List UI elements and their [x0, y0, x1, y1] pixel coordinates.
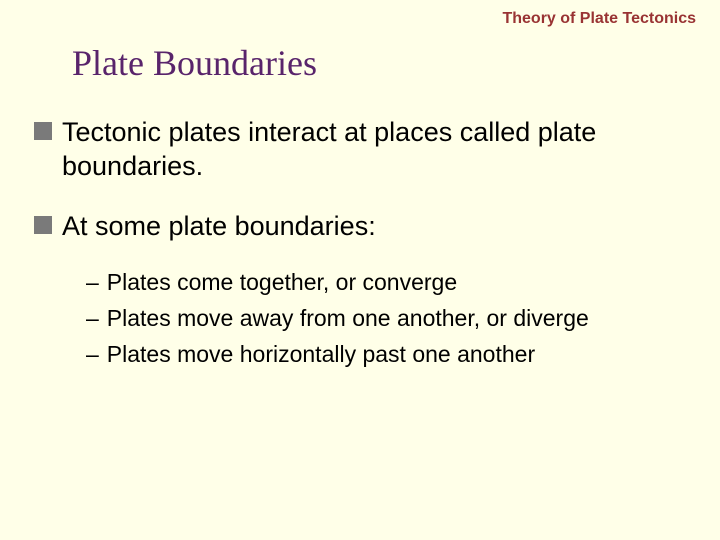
- sub-bullet-item: – Plates move horizontally past one anot…: [86, 337, 690, 373]
- square-bullet-icon: [34, 216, 52, 234]
- slide-title: Plate Boundaries: [72, 42, 317, 84]
- sub-bullet-text: Plates move horizontally past one anothe…: [107, 337, 535, 373]
- dash-bullet-icon: –: [86, 301, 99, 337]
- sub-bullet-item: – Plates come together, or converge: [86, 265, 690, 301]
- slide-content: Tectonic plates interact at places calle…: [34, 116, 690, 372]
- bullet-item: Tectonic plates interact at places calle…: [34, 116, 690, 184]
- dash-bullet-icon: –: [86, 337, 99, 373]
- sub-bullet-item: – Plates move away from one another, or …: [86, 301, 690, 337]
- sub-bullet-text: Plates move away from one another, or di…: [107, 301, 589, 337]
- slide-header: Theory of Plate Tectonics: [502, 10, 696, 28]
- sub-bullet-text: Plates come together, or converge: [107, 265, 457, 301]
- sub-bullet-list: – Plates come together, or converge – Pl…: [86, 265, 690, 372]
- square-bullet-icon: [34, 122, 52, 140]
- bullet-text: Tectonic plates interact at places calle…: [62, 116, 690, 184]
- bullet-text: At some plate boundaries:: [62, 210, 376, 244]
- bullet-item: At some plate boundaries:: [34, 210, 690, 244]
- dash-bullet-icon: –: [86, 265, 99, 301]
